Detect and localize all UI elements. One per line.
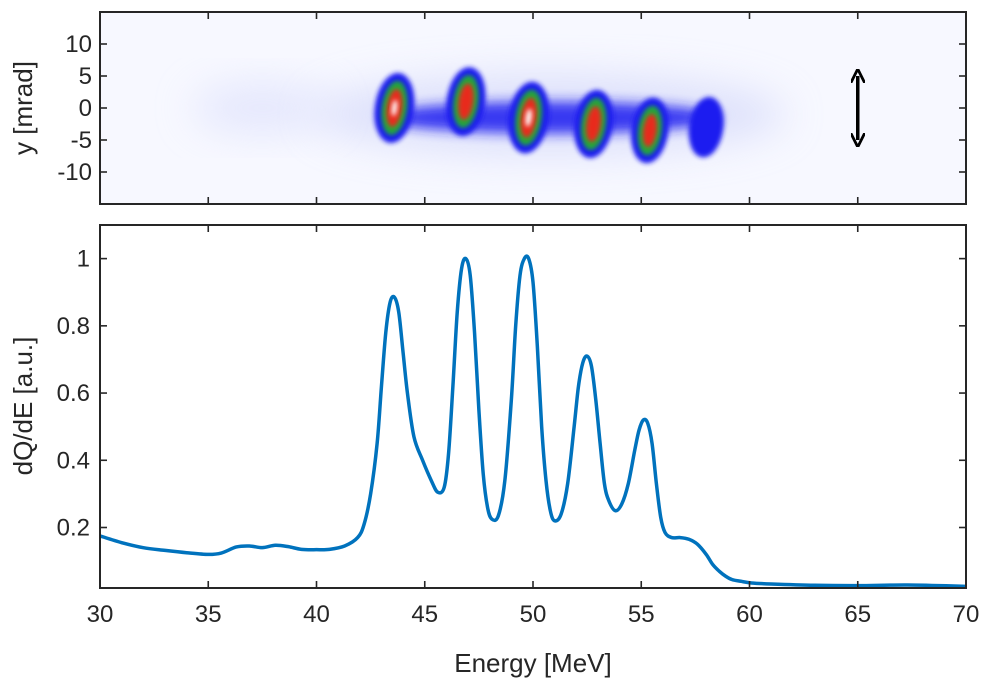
heatmap-spot-0: [374, 73, 415, 143]
heatmap-panel: 10 5 0 -5 -10 y [mrad]: [8, 11, 967, 205]
spectrum-panel: 30 35 40 45 50 55 60 65 70 0.2 0.4 0.6 0.8 1 dQ/dE […: [8, 224, 980, 678]
spectrum-y-tick-label-0: 0.2: [57, 515, 90, 542]
spectrum-x-ticks: 30 35 40 45 50 55 60 65 70: [87, 225, 980, 628]
heatmap-faint-tail: [192, 83, 333, 133]
heatmap-y-ticks: 10 5 0 -5 -10: [57, 31, 966, 186]
spectrum-y-ticks: 0.2 0.4 0.6 0.8 1: [57, 246, 966, 542]
heatmap-spot-4: [631, 97, 669, 164]
heatmap-x-ticks: [99, 12, 967, 204]
spectrum-y-tick-label-4: 1: [77, 246, 90, 273]
spectrum-y-tick-label-3: 0.8: [57, 313, 90, 340]
spectrum-y-axis-label: dQ/dE [a.u.]: [8, 337, 38, 476]
heatmap-y-tick-label-0: 10: [65, 31, 92, 58]
spectrum-line-0: [100, 254, 966, 588]
spectrum-x-axis-label: Energy [MeV]: [454, 648, 612, 678]
spectrum-x-tick-label-5: 55: [628, 601, 655, 628]
spectrum-x-tick-label-2: 40: [303, 601, 330, 628]
heatmap-y-tick-label-2: 0: [79, 95, 92, 122]
heatmap-band: [380, 101, 721, 134]
spectrum-x-tick-label-4: 50: [520, 601, 547, 628]
spectrum-x-tick-label-8: 70: [953, 601, 980, 628]
heatmap-y-tick-label-1: 5: [79, 63, 92, 90]
spectrum-y-tick-label-1: 0.4: [57, 447, 90, 474]
spectrum-x-tick-label-1: 35: [195, 601, 222, 628]
spectrum-x-tick-label-6: 60: [736, 601, 763, 628]
spectrum-x-tick-label-7: 65: [844, 601, 871, 628]
spectrum-y-tick-label-2: 0.6: [57, 380, 90, 407]
heatmap-spot-1: [446, 67, 486, 136]
spectrum-x-tick-label-0: 30: [87, 601, 114, 628]
heatmap-spot-5: [688, 97, 724, 158]
heatmap-spot-2: [508, 81, 550, 154]
heatmap-image: [192, 67, 787, 164]
heatmap-y-axis-label: y [mrad]: [8, 61, 38, 155]
heatmap-y-tick-label-4: -10: [57, 159, 92, 186]
heatmap-y-tick-label-3: -5: [71, 127, 92, 154]
heatmap-spot-3: [574, 89, 614, 159]
spectrum-plot: [100, 254, 966, 588]
spectrum-x-tick-label-3: 45: [411, 601, 438, 628]
